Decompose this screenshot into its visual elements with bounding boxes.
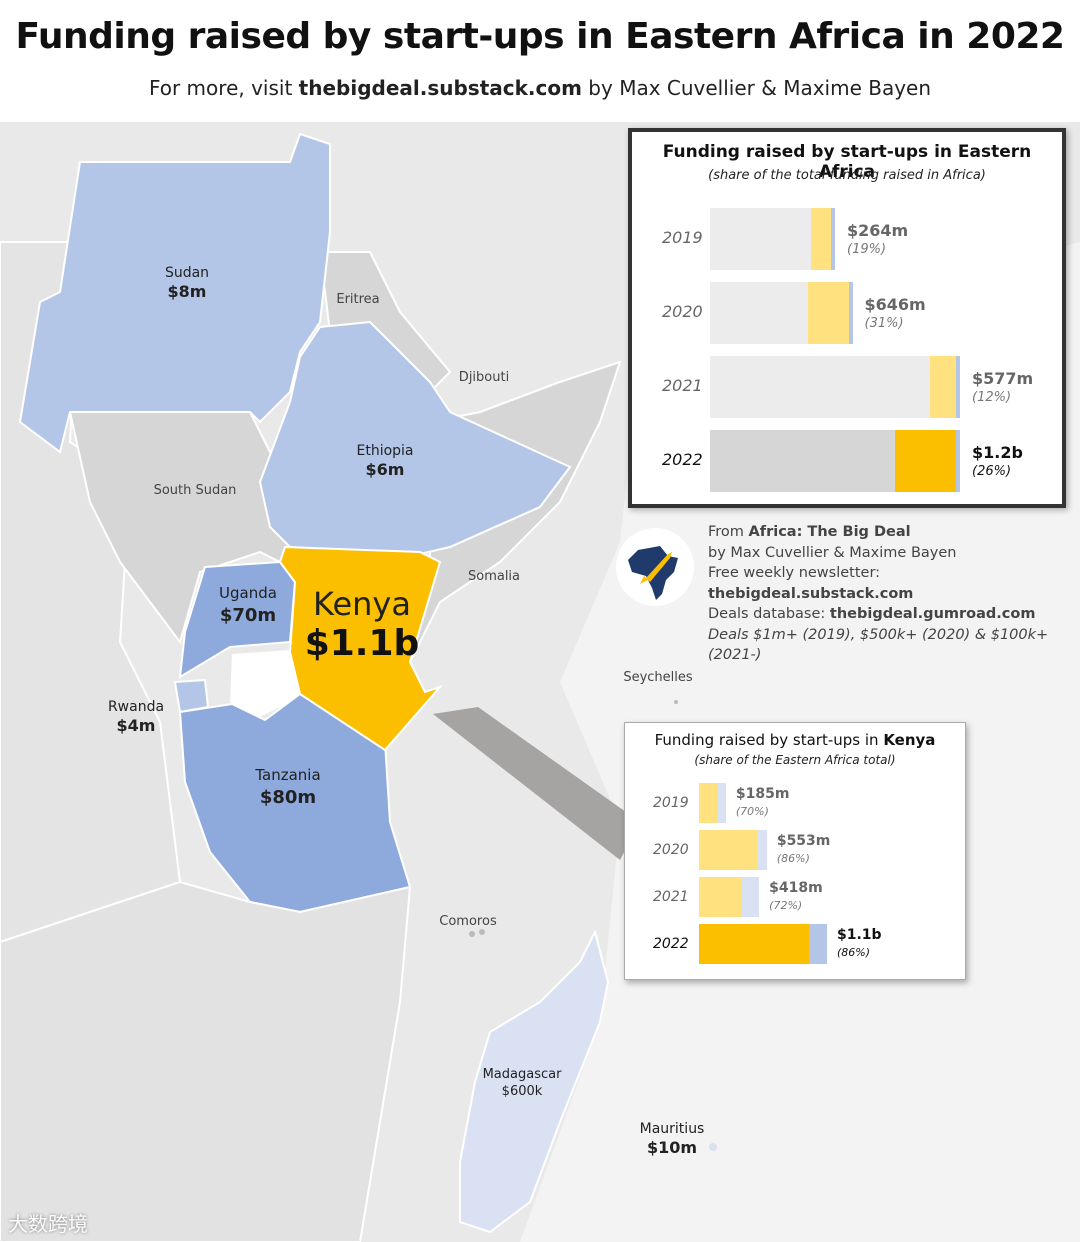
panel1-subtitle: (share of the total funding raised in Af… bbox=[708, 168, 986, 183]
database-link[interactable]: thebigdeal.gumroad.com bbox=[829, 606, 1036, 622]
subtitle-post: by Max Cuvellier & Maxime Bayen bbox=[581, 76, 932, 100]
kenya-funding-panel: Funding raised by start-ups in Kenya (sh… bbox=[624, 722, 966, 980]
africa-rocket-icon bbox=[628, 546, 678, 600]
madagascar-shape bbox=[459, 929, 610, 1234]
label-south-sudan: South Sudan bbox=[153, 483, 237, 498]
rwanda-shape bbox=[173, 678, 210, 714]
panel1-amount: $264m bbox=[847, 221, 909, 240]
panel1-year: 2022 bbox=[662, 450, 703, 469]
label-mauritius: Mauritius $10m bbox=[639, 1121, 705, 1158]
panel2-share: (86%) bbox=[837, 946, 871, 959]
mauritius-dot bbox=[709, 1143, 717, 1151]
panel1-year: 2021 bbox=[662, 376, 703, 395]
panel2-year: 2022 bbox=[653, 936, 689, 952]
panel2-bar-kenya-share bbox=[699, 783, 718, 823]
panel1-amount: $646m bbox=[864, 295, 926, 314]
tanzania-shape bbox=[178, 692, 412, 914]
source-info: From Africa: The Big Deal by Max Cuvelli… bbox=[708, 524, 1049, 663]
label-seychelles: Seychelles bbox=[623, 670, 693, 685]
panel1-year: 2020 bbox=[662, 302, 703, 321]
newsletter-link[interactable]: thebigdeal.substack.com bbox=[708, 585, 914, 602]
label-uganda: Uganda $70m bbox=[219, 584, 277, 626]
panel1-share: (19%) bbox=[847, 242, 887, 257]
seychelles-dot bbox=[674, 700, 678, 704]
label-somalia: Somalia bbox=[467, 569, 521, 584]
panel2-share: (86%) bbox=[776, 852, 810, 865]
subtitle-link[interactable]: thebigdeal.substack.com bbox=[298, 76, 582, 100]
panel1-bar-east-share bbox=[930, 356, 960, 418]
panel1-bar-edge bbox=[956, 356, 960, 418]
panel2-share: (72%) bbox=[769, 899, 803, 912]
label-tanzania: Tanzania $80m bbox=[255, 766, 321, 808]
southern-land bbox=[0, 880, 412, 1242]
panel2-year: 2020 bbox=[653, 842, 689, 858]
big-deal-logo bbox=[616, 528, 694, 606]
eastern-africa-funding-panel: Funding raised by start-ups in Eastern A… bbox=[628, 128, 1066, 508]
panel1-bar bbox=[710, 282, 853, 344]
panel2-year: 2019 bbox=[653, 795, 689, 811]
panel1-title: Funding raised by start-ups in Eastern A… bbox=[662, 142, 1032, 182]
kenya-shape bbox=[278, 545, 444, 752]
panel2-amount: $185m bbox=[735, 786, 790, 802]
comoros-dot bbox=[469, 931, 475, 937]
panel1-bar-east-share bbox=[895, 430, 960, 492]
subtitle-pre: For more, visit bbox=[148, 76, 299, 100]
sudan-shape bbox=[18, 132, 331, 454]
label-rwanda: Rwanda $4m bbox=[107, 699, 165, 736]
lake-victoria bbox=[230, 650, 300, 717]
ethiopia-shape bbox=[258, 320, 572, 556]
panel1-bar bbox=[710, 430, 960, 492]
panel1-amount: $577m bbox=[972, 369, 1034, 388]
watermark: 大数跨境 bbox=[8, 1212, 88, 1236]
page-subtitle: For more, visit thebigdeal.substack.com … bbox=[0, 76, 1080, 100]
panel2-bar bbox=[699, 830, 767, 870]
panel1-share: (26%) bbox=[972, 464, 1012, 479]
label-djibouti: Djibouti bbox=[458, 370, 510, 385]
label-sudan: Sudan $8m bbox=[164, 265, 210, 302]
panel1-bar bbox=[710, 356, 960, 418]
panel2-bar bbox=[699, 877, 760, 917]
panel2-bar-kenya-share bbox=[699, 830, 758, 870]
panel2-amount: $418m bbox=[769, 880, 823, 896]
label-eritrea: Eritrea bbox=[336, 292, 380, 307]
panel1-year: 2019 bbox=[662, 228, 703, 247]
panel1-share: (12%) bbox=[972, 390, 1012, 405]
panel1-amount: $1.2b bbox=[972, 443, 1023, 462]
panel2-share: (70%) bbox=[735, 805, 769, 818]
panel1-bar-east-share bbox=[811, 208, 835, 270]
panel2-bar-kenya-share bbox=[699, 877, 743, 917]
panel2-year: 2021 bbox=[653, 889, 689, 905]
panel1-bar-edge bbox=[848, 282, 853, 344]
label-ethiopia: Ethiopia $6m bbox=[356, 443, 414, 480]
panel2-amount: $553m bbox=[776, 833, 831, 849]
label-madagascar: Madagascar $600k bbox=[482, 1067, 562, 1099]
callout-arrow bbox=[433, 707, 640, 860]
panel1-share: (31%) bbox=[864, 316, 904, 331]
panel2-bar bbox=[699, 924, 827, 964]
panel2-amount: $1.1b bbox=[837, 927, 882, 943]
panel1-bar-edge bbox=[956, 430, 960, 492]
page-title: Funding raised by start-ups in Eastern A… bbox=[15, 16, 1065, 57]
panel1-bar bbox=[710, 208, 835, 270]
label-kenya: Kenya $1.1b bbox=[304, 585, 420, 664]
panel2-bar-kenya-share bbox=[699, 924, 810, 964]
panel2-bar bbox=[699, 783, 726, 823]
panel2-title: Funding raised by start-ups in Kenya bbox=[654, 731, 936, 749]
panel1-bar-east-share bbox=[808, 282, 853, 344]
comoros-dot bbox=[479, 929, 485, 935]
panel1-bar-edge bbox=[831, 208, 835, 270]
label-comoros: Comoros bbox=[439, 914, 497, 929]
panel2-subtitle: (share of the Eastern Africa total) bbox=[694, 753, 896, 767]
